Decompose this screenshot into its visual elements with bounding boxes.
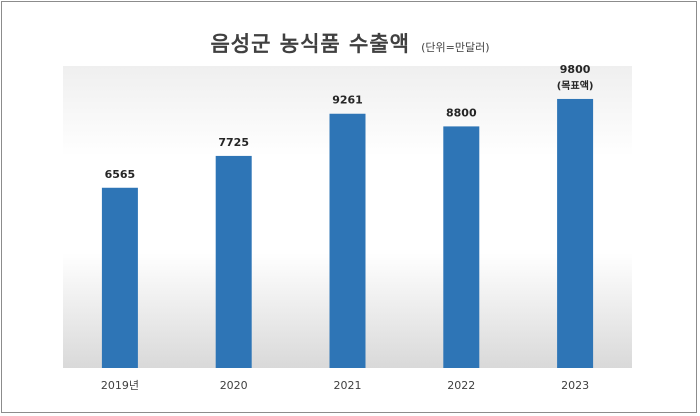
data-label-2022: 8800 [446, 106, 477, 119]
bar-2019년 [101, 187, 138, 368]
bar-2020 [215, 155, 252, 368]
x-tick-label-2022: 2022 [447, 379, 475, 392]
data-label-2020: 7725 [218, 136, 249, 149]
x-tick-label-2019년: 2019년 [101, 379, 139, 392]
data-label-2023: 9800 [560, 63, 591, 76]
chart-title-row: 음성군 농식품 수출액 (단위=만달러) [0, 28, 700, 58]
annotation-2023: (목표액) [557, 80, 594, 92]
bar-2022 [443, 126, 480, 369]
x-tick-label-2020: 2020 [220, 379, 248, 392]
bar-2021 [329, 113, 366, 368]
bar-2023 [557, 98, 594, 368]
data-label-2021: 9261 [332, 94, 363, 107]
chart-unit-label: (단위=만달러) [421, 41, 490, 54]
x-tick-label-2021: 2021 [334, 379, 362, 392]
chart-title: 음성군 농식품 수출액 [210, 32, 410, 56]
data-label-2019년: 6565 [105, 168, 136, 181]
x-tick-label-2023: 2023 [561, 379, 589, 392]
